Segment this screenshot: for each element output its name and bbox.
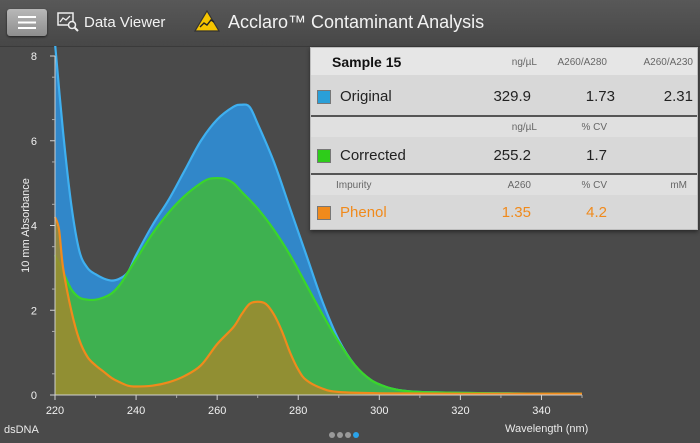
data-viewer-magnifier-icon[interactable]: [57, 12, 79, 32]
y-axis-label: 10 mm Absorbance: [20, 178, 32, 273]
row-separator: [311, 115, 697, 117]
results-panel: Sample 15 ng/µL A260/A280 A260/A230 Orig…: [310, 47, 698, 230]
phenol-row[interactable]: Phenol 1.35 4.2: [311, 195, 697, 229]
col-header-ngul: ng/µL: [511, 57, 537, 68]
x-tick-label: 340: [532, 405, 550, 417]
top-bar: Data Viewer Acclaro™ Contaminant Analysi…: [0, 0, 700, 47]
col-header-cv-2: % CV: [581, 180, 607, 191]
series-line-corrected: [54, 176, 583, 395]
series-area-phenol: [55, 217, 582, 395]
col-header-mm: mM: [670, 180, 687, 191]
series-area-corrected: [55, 178, 582, 395]
corrected-concentration: 255.2: [493, 147, 531, 164]
corrected-color-swatch: [317, 149, 331, 163]
col-header-impurity: Impurity: [336, 180, 372, 191]
y-tick-label: 4: [31, 221, 37, 233]
original-concentration: 329.9: [493, 88, 531, 105]
col-header-a260-a230: A260/A230: [643, 57, 694, 68]
original-a260-a230: 2.31: [663, 88, 693, 105]
col-header-ngul-2: ng/µL: [511, 122, 537, 133]
y-tick-label: 0: [31, 390, 37, 402]
col-header-cv: % CV: [581, 122, 607, 133]
hamburger-menu-icon: [18, 16, 36, 29]
acclaro-warning-triangle-icon: [194, 10, 220, 32]
app-title: Acclaro™ Contaminant Analysis: [228, 12, 485, 32]
x-tick-label: 280: [289, 405, 307, 417]
corrected-header-row: ng/µL % CV: [311, 117, 697, 137]
impurity-header-row: Impurity A260 % CV mM: [311, 175, 697, 195]
x-tick-label: 220: [46, 405, 64, 417]
x-tick-label: 320: [451, 405, 469, 417]
corrected-row[interactable]: Corrected 255.2 1.7: [311, 137, 697, 173]
original-row[interactable]: Original 329.9 1.73 2.31: [311, 75, 697, 113]
col-header-a260-a280: A260/A280: [557, 57, 608, 68]
original-color-swatch: [317, 90, 331, 104]
phenol-color-swatch: [317, 206, 331, 220]
page-indicator[interactable]: [329, 425, 361, 443]
phenol-a260: 1.35: [501, 204, 531, 221]
page-dot-active[interactable]: [353, 432, 359, 438]
page-dot[interactable]: [337, 432, 343, 438]
menu-button[interactable]: [7, 9, 47, 36]
data-viewer-label[interactable]: Data Viewer: [84, 14, 166, 31]
phenol-label: Phenol: [340, 204, 387, 221]
corrected-label: Corrected: [340, 147, 406, 164]
original-label: Original: [340, 88, 392, 105]
x-axis-label: Wavelength (nm): [505, 423, 589, 435]
page-dot[interactable]: [345, 432, 351, 438]
series-line-phenol: [53, 216, 583, 395]
row-separator: [311, 173, 697, 175]
y-tick-label: 8: [31, 51, 37, 63]
y-tick-label: 6: [31, 136, 37, 148]
original-a260-a280: 1.73: [585, 88, 615, 105]
page-dot[interactable]: [329, 432, 335, 438]
x-tick-label: 260: [208, 405, 226, 417]
x-tick-label: 240: [127, 405, 145, 417]
phenol-cv: 4.2: [586, 204, 607, 221]
y-tick-label: 2: [31, 305, 37, 317]
original-header-row: Sample 15 ng/µL A260/A280 A260/A230: [311, 48, 697, 75]
absorbance-chart: 220 240 260 280 300 320 340 0 2 4 6 8 10 mm Absorban…: [20, 46, 583, 417]
col-header-a260: A260: [507, 180, 531, 191]
x-tick-label: 300: [370, 405, 388, 417]
corrected-cv: 1.7: [586, 147, 607, 164]
sample-type-label: dsDNA: [4, 424, 39, 436]
sample-name: Sample 15: [332, 54, 402, 70]
